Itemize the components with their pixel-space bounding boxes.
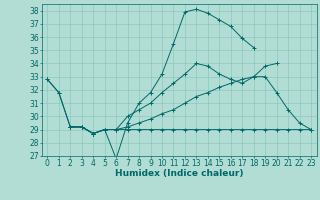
X-axis label: Humidex (Indice chaleur): Humidex (Indice chaleur) <box>115 169 244 178</box>
